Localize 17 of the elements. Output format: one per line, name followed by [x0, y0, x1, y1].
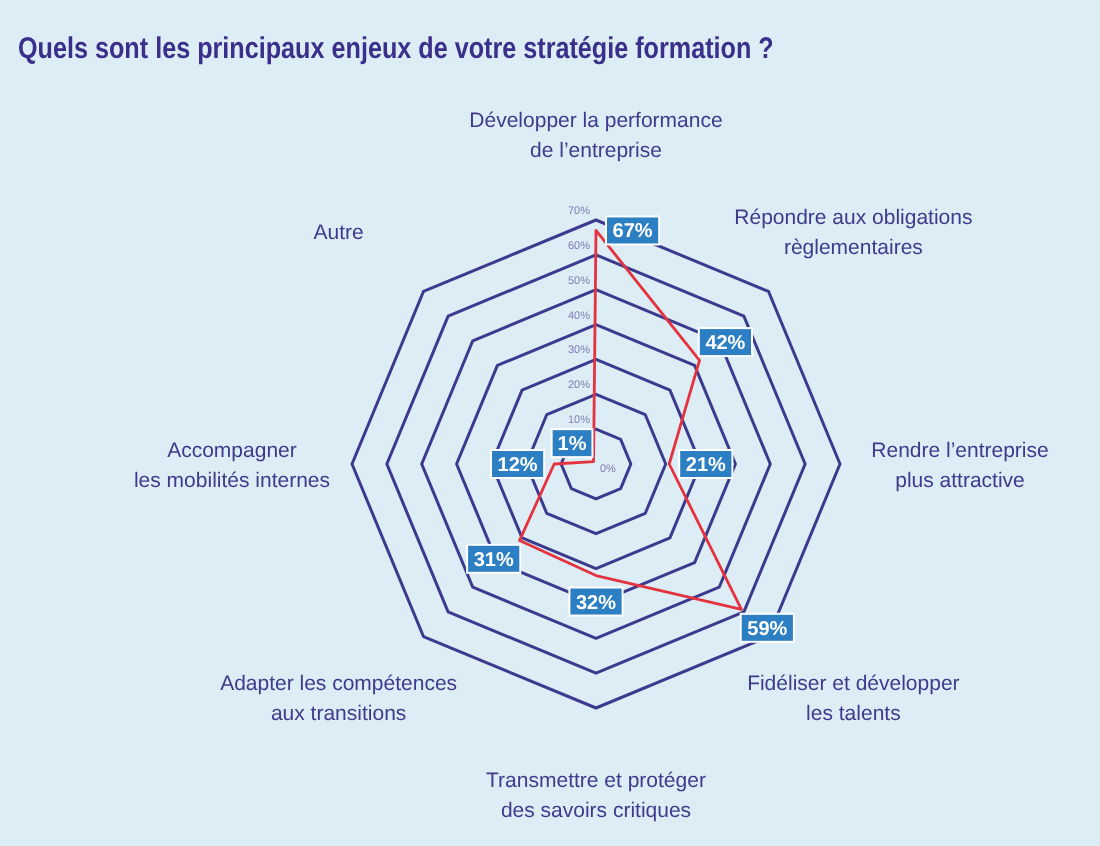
spoke-label: Transmettre et protéger des savoirs critiques — [486, 769, 707, 823]
data-label: 67% — [612, 221, 653, 244]
data-label: 31% — [473, 549, 514, 572]
data-label: 12% — [497, 455, 538, 477]
data-label: 42% — [705, 333, 746, 356]
spoke-label: Rendre l’entreprise plus attractive — [871, 439, 1050, 493]
spoke-label: Adapter les compétences aux transitions — [220, 672, 458, 727]
data-label: 21% — [685, 455, 727, 477]
spoke-label: Répondre aux obligations règlementaires — [734, 205, 973, 260]
spoke-label: Accompagner les mobilités internes — [133, 439, 331, 493]
chart-title: Quels sont les principaux enjeux de votre stratégie formation ? — [18, 29, 774, 65]
spoke-label: Autre — [313, 220, 365, 245]
spoke-label: Fidéliser et développer les talents — [747, 672, 961, 727]
data-label: 1% — [557, 434, 587, 457]
data-label: 32% — [575, 592, 617, 615]
spoke-label: Développer la performance de l’entreprise — [469, 109, 723, 163]
data-label: 59% — [747, 618, 788, 641]
